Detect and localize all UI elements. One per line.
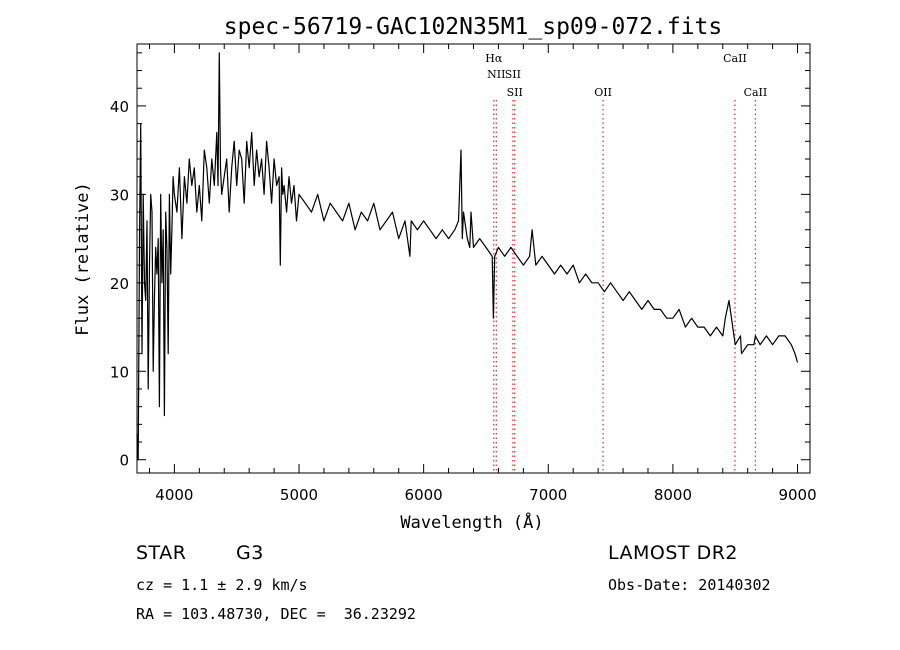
x-tick-label: 7000: [529, 486, 567, 504]
obs-date-text: Obs-Date: 20140302: [608, 576, 771, 594]
line-marker-label: NII: [487, 68, 505, 81]
x-axis: 4000 5000 6000 7000 8000 9000: [148, 44, 817, 504]
y-tick-label: 20: [110, 275, 129, 293]
y-tick-label: 40: [110, 98, 129, 116]
line-markers: Hα NII SII SII OII CaII CaII: [485, 52, 767, 473]
coordinates-text: RA = 103.48730, DEC = 36.23292: [136, 605, 416, 623]
line-marker-label: SII: [505, 68, 521, 81]
plot-frame: [136, 43, 811, 474]
object-type: STAR: [136, 542, 187, 564]
y-tick-label: 30: [110, 186, 129, 204]
x-tick-label: 8000: [654, 486, 692, 504]
x-tick-label: 9000: [778, 486, 816, 504]
y-tick-label: 0: [119, 452, 129, 470]
x-tick-label: 6000: [405, 486, 443, 504]
survey-name: LAMOST DR2: [608, 542, 738, 564]
redshift-text: cz = 1.1 ± 2.9 km/s: [136, 576, 308, 594]
line-marker-label: Hα: [485, 52, 503, 65]
line-marker-label: SII: [507, 86, 523, 99]
x-tick-label: 4000: [155, 486, 193, 504]
line-marker-label: CaII: [723, 52, 747, 65]
y-axis-label: Flux (relative): [73, 182, 93, 336]
line-marker-label: OII: [594, 86, 612, 99]
line-marker-label: CaII: [744, 86, 768, 99]
y-tick-label: 10: [110, 363, 129, 381]
x-axis-label: Wavelength (Å): [400, 511, 543, 533]
chart-title: spec-56719-GAC102N35M1_sp09-072.fits: [224, 14, 723, 40]
x-tick-label: 5000: [280, 486, 318, 504]
y-axis: 0 10 20 30 40: [110, 52, 810, 470]
flux-series-line: [136, 52, 799, 461]
object-subclass: G3: [236, 542, 264, 564]
